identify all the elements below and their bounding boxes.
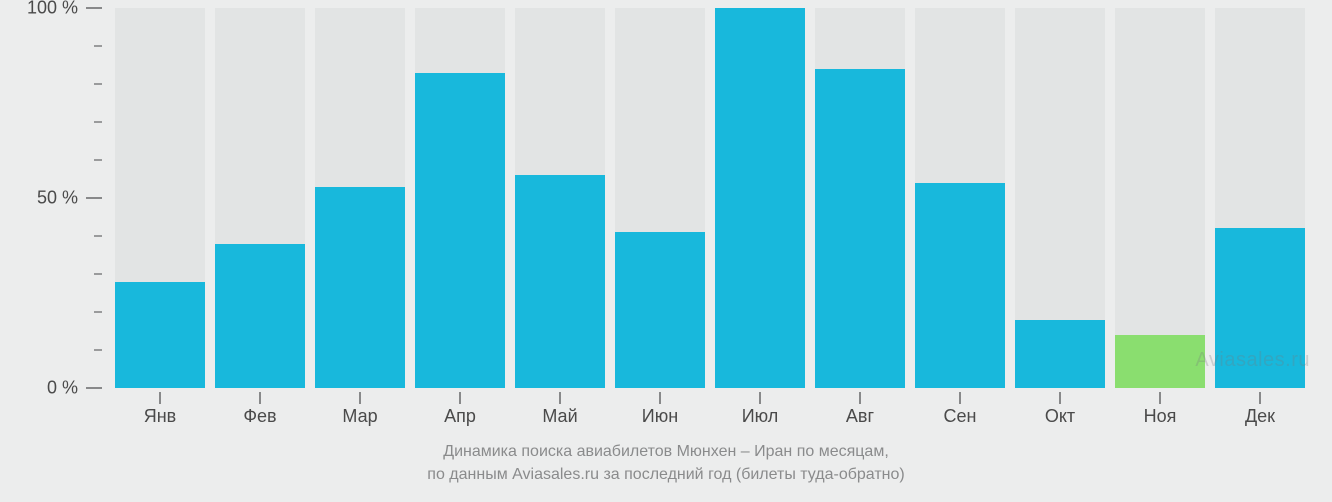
bar-slot — [510, 8, 610, 388]
x-tick-mark — [959, 392, 961, 404]
bar-slot — [710, 8, 810, 388]
bar — [1015, 320, 1105, 388]
y-minor-tick — [94, 235, 102, 237]
x-tick-label: Июл — [710, 406, 810, 427]
bar-slot — [610, 8, 710, 388]
bar — [615, 232, 705, 388]
x-tick: Май — [510, 392, 610, 432]
x-tick-label: Апр — [410, 406, 510, 427]
x-tick-label: Фев — [210, 406, 310, 427]
bar-slot — [310, 8, 410, 388]
bar-slot — [1110, 8, 1210, 388]
x-tick: Янв — [110, 392, 210, 432]
bar — [415, 73, 505, 388]
plot-area — [110, 8, 1310, 388]
y-axis: 0 %50 %100 % — [0, 8, 110, 388]
x-tick: Сен — [910, 392, 1010, 432]
x-tick: Окт — [1010, 392, 1110, 432]
x-tick-mark — [259, 392, 261, 404]
x-tick-label: Мар — [310, 406, 410, 427]
x-tick-mark — [559, 392, 561, 404]
y-minor-tick — [94, 159, 102, 161]
y-tick-label: 0 % — [47, 378, 78, 399]
x-tick-label: Окт — [1010, 406, 1110, 427]
bar — [115, 282, 205, 388]
y-major-tick — [86, 7, 102, 9]
x-tick-label: Янв — [110, 406, 210, 427]
x-tick-mark — [159, 392, 161, 404]
x-tick-mark — [1259, 392, 1261, 404]
bar — [315, 187, 405, 388]
bar-slot — [110, 8, 210, 388]
y-major-tick — [86, 197, 102, 199]
bar-slot — [210, 8, 310, 388]
bar-slot — [410, 8, 510, 388]
bars-container — [110, 8, 1310, 388]
bar-slot — [1010, 8, 1110, 388]
x-tick-label: Июн — [610, 406, 710, 427]
x-tick-mark — [659, 392, 661, 404]
x-tick: Июн — [610, 392, 710, 432]
bar — [915, 183, 1005, 388]
x-axis: ЯнвФевМарАпрМайИюнИюлАвгСенОктНояДек — [110, 392, 1310, 432]
x-tick: Мар — [310, 392, 410, 432]
x-tick-mark — [1159, 392, 1161, 404]
bar-slot — [910, 8, 1010, 388]
y-minor-tick — [94, 45, 102, 47]
caption-line-1: Динамика поиска авиабилетов Мюнхен – Ира… — [0, 440, 1332, 463]
x-tick: Дек — [1210, 392, 1310, 432]
x-tick: Ноя — [1110, 392, 1210, 432]
y-tick-label: 50 % — [37, 188, 78, 209]
x-tick-label: Сен — [910, 406, 1010, 427]
bar-slot — [1210, 8, 1310, 388]
bar — [515, 175, 605, 388]
caption-line-2: по данным Aviasales.ru за последний год … — [0, 463, 1332, 486]
y-major-tick — [86, 387, 102, 389]
x-tick-mark — [359, 392, 361, 404]
x-tick: Апр — [410, 392, 510, 432]
y-minor-tick — [94, 311, 102, 313]
x-tick-label: Авг — [810, 406, 910, 427]
x-tick: Июл — [710, 392, 810, 432]
bar — [715, 8, 805, 388]
y-tick-label: 100 % — [27, 0, 78, 19]
y-minor-tick — [94, 273, 102, 275]
y-minor-tick — [94, 121, 102, 123]
bar — [1115, 335, 1205, 388]
bar — [215, 244, 305, 388]
x-tick-mark — [859, 392, 861, 404]
x-tick: Авг — [810, 392, 910, 432]
y-minor-tick — [94, 349, 102, 351]
x-tick: Фев — [210, 392, 310, 432]
x-tick-mark — [1059, 392, 1061, 404]
x-tick-label: Май — [510, 406, 610, 427]
x-tick-mark — [759, 392, 761, 404]
chart-caption: Динамика поиска авиабилетов Мюнхен – Ира… — [0, 440, 1332, 486]
x-tick-mark — [459, 392, 461, 404]
monthly-search-bar-chart: 0 %50 %100 % ЯнвФевМарАпрМайИюнИюлАвгСен… — [0, 0, 1332, 502]
y-minor-tick — [94, 83, 102, 85]
bar — [815, 69, 905, 388]
x-tick-label: Дек — [1210, 406, 1310, 427]
x-tick-label: Ноя — [1110, 406, 1210, 427]
bar — [1215, 228, 1305, 388]
bar-background — [1115, 8, 1205, 388]
bar-slot — [810, 8, 910, 388]
